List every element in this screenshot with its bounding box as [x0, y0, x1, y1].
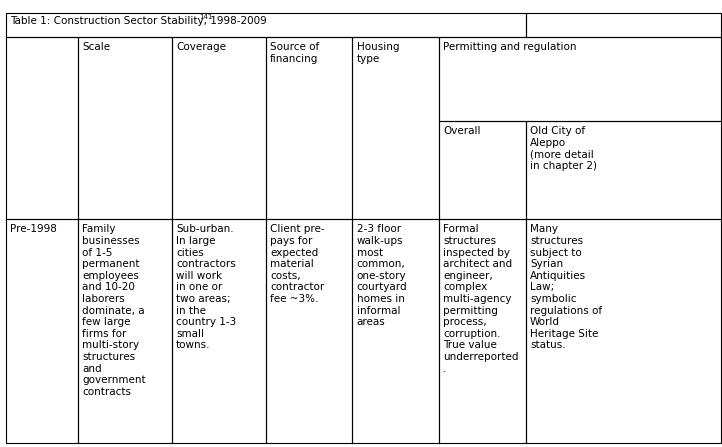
- Bar: [6, 37, 78, 219]
- Text: Client pre-
pays for
expected
material
costs,
contractor
fee ~3%.: Client pre- pays for expected material c…: [270, 224, 325, 304]
- Bar: [78, 219, 172, 443]
- Text: Pre-1998: Pre-1998: [10, 224, 57, 234]
- Bar: [78, 37, 172, 219]
- Bar: [266, 37, 352, 219]
- Text: Many
structures
subject to
Syrian
Antiquities
Law;
symbolic
regulations of
World: Many structures subject to Syrian Antiqu…: [530, 224, 602, 350]
- Bar: [439, 37, 721, 121]
- Text: Permitting and regulation: Permitting and regulation: [443, 42, 577, 52]
- Bar: [352, 219, 439, 443]
- Bar: [439, 121, 526, 219]
- Bar: [172, 37, 266, 219]
- Bar: [6, 219, 78, 443]
- Bar: [6, 13, 526, 37]
- Text: Formal
structures
inspected by
architect and
engineer,
complex
multi-agency
perm: Formal structures inspected by architect…: [443, 224, 519, 374]
- Bar: [352, 37, 439, 219]
- Bar: [172, 219, 266, 443]
- Bar: [526, 121, 721, 219]
- Bar: [266, 219, 352, 443]
- Text: Family
businesses
of 1-5
permanent
employees
and 10-20
laborers
dominate, a
few : Family businesses of 1-5 permanent emplo…: [82, 224, 146, 397]
- Text: Overall: Overall: [443, 126, 481, 136]
- Text: Coverage: Coverage: [176, 42, 226, 52]
- Text: Housing
type: Housing type: [357, 42, 399, 63]
- Text: Source of
financing: Source of financing: [270, 42, 319, 63]
- Bar: [439, 219, 526, 443]
- Bar: [526, 219, 721, 443]
- Text: 2-3 floor
walk-ups
most
common,
one-story
courtyard
homes in
informal
areas: 2-3 floor walk-ups most common, one-stor…: [357, 224, 407, 327]
- Text: Scale: Scale: [82, 42, 110, 52]
- Text: Sub-urban.
In large
cities
contractors
will work
in one or
two areas;
in the
cou: Sub-urban. In large cities contractors w…: [176, 224, 236, 350]
- Text: 141: 141: [199, 14, 213, 20]
- Bar: [526, 13, 721, 37]
- Text: Old City of
Aleppo
(more detail
in chapter 2): Old City of Aleppo (more detail in chapt…: [530, 126, 597, 171]
- Text: Table 1: Construction Sector Stability, 1998-2009: Table 1: Construction Sector Stability, …: [10, 16, 267, 26]
